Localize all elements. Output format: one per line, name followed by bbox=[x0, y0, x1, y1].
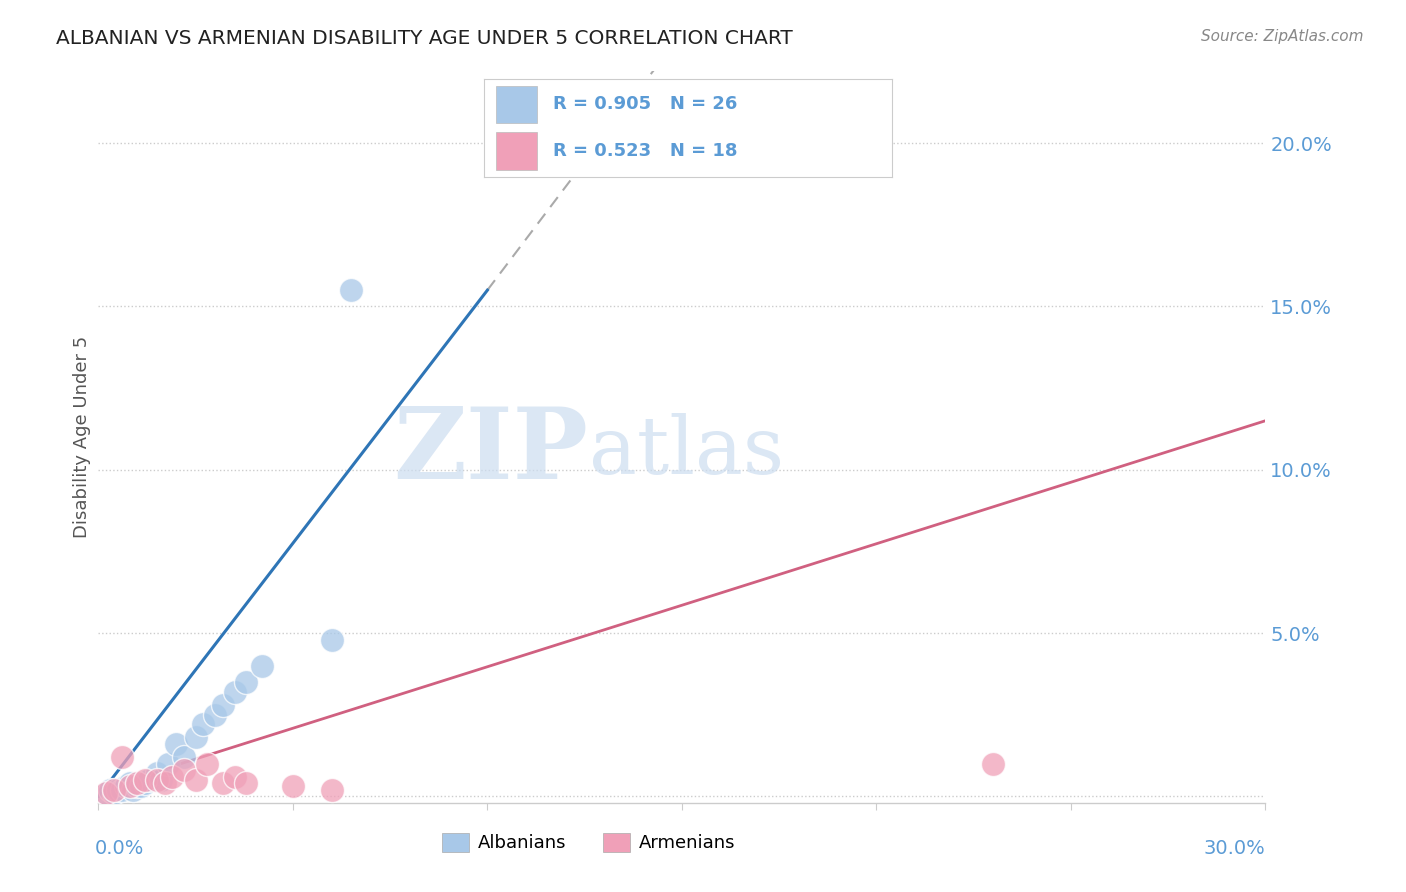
Text: Source: ZipAtlas.com: Source: ZipAtlas.com bbox=[1201, 29, 1364, 44]
Point bbox=[321, 632, 343, 647]
Text: 0.0%: 0.0% bbox=[94, 838, 143, 858]
Point bbox=[193, 717, 215, 731]
Point bbox=[129, 780, 152, 794]
Point bbox=[122, 782, 145, 797]
Point bbox=[184, 772, 207, 787]
Point bbox=[103, 786, 125, 800]
Point bbox=[173, 750, 195, 764]
Point bbox=[846, 120, 869, 134]
Point bbox=[224, 685, 246, 699]
Legend: Albanians, Armenians: Albanians, Armenians bbox=[434, 826, 742, 860]
Text: atlas: atlas bbox=[589, 413, 783, 491]
Text: ZIP: ZIP bbox=[394, 403, 589, 500]
Point bbox=[127, 780, 149, 794]
Point bbox=[340, 283, 363, 297]
Point bbox=[111, 782, 134, 797]
Point bbox=[149, 772, 172, 787]
Point bbox=[321, 782, 343, 797]
Point bbox=[212, 698, 235, 712]
Point bbox=[153, 776, 176, 790]
Point bbox=[127, 776, 149, 790]
Point bbox=[107, 782, 129, 797]
Point bbox=[118, 776, 141, 790]
Point bbox=[204, 707, 226, 722]
Text: 30.0%: 30.0% bbox=[1204, 838, 1265, 858]
Point bbox=[96, 786, 118, 800]
Point bbox=[250, 658, 273, 673]
Point bbox=[111, 750, 134, 764]
Point bbox=[157, 756, 180, 771]
Point bbox=[138, 772, 160, 787]
Point bbox=[162, 770, 184, 784]
Point bbox=[195, 756, 218, 771]
Point bbox=[103, 782, 125, 797]
Point bbox=[281, 780, 304, 794]
Point bbox=[114, 780, 136, 794]
Point bbox=[235, 675, 257, 690]
Point bbox=[224, 770, 246, 784]
Point bbox=[212, 776, 235, 790]
Point bbox=[173, 763, 195, 777]
Point bbox=[165, 737, 187, 751]
Point bbox=[235, 776, 257, 790]
Y-axis label: Disability Age Under 5: Disability Age Under 5 bbox=[73, 336, 91, 538]
Point bbox=[146, 766, 169, 780]
Point bbox=[184, 731, 207, 745]
Point bbox=[146, 772, 169, 787]
Point bbox=[134, 776, 156, 790]
Point bbox=[981, 756, 1004, 771]
Point bbox=[118, 780, 141, 794]
Text: ALBANIAN VS ARMENIAN DISABILITY AGE UNDER 5 CORRELATION CHART: ALBANIAN VS ARMENIAN DISABILITY AGE UNDE… bbox=[56, 29, 793, 47]
Point bbox=[96, 786, 118, 800]
Point bbox=[134, 772, 156, 787]
Point bbox=[98, 782, 121, 797]
